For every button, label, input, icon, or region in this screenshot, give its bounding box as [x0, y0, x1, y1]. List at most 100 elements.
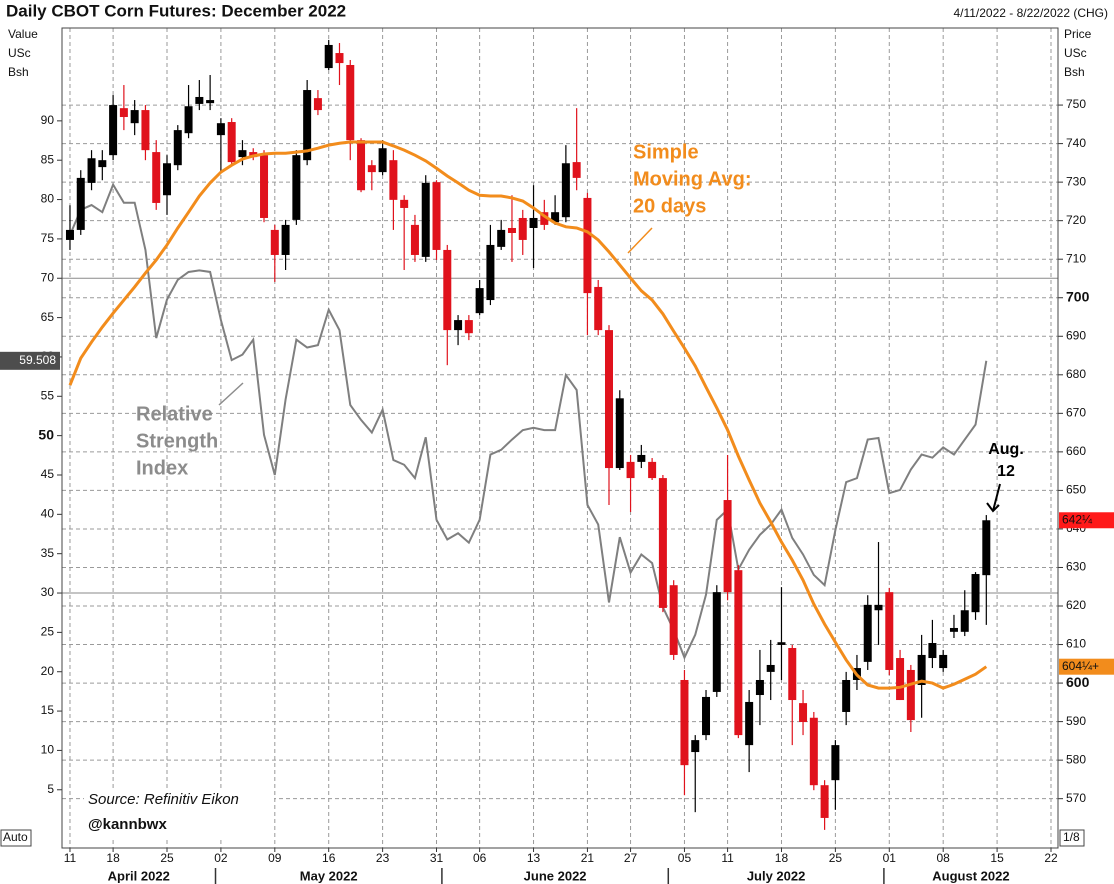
- corner-box: [1059, 829, 1085, 847]
- annotation: Aug.: [988, 441, 1024, 458]
- x-tick-label: 18: [775, 851, 789, 865]
- y2-tick-label: 700: [1066, 288, 1090, 304]
- annotation: 12: [997, 463, 1015, 480]
- month-label: April 2022: [108, 868, 170, 883]
- candle-body: [507, 227, 516, 233]
- y2-tick-label: 740: [1066, 136, 1086, 150]
- candle-body: [971, 574, 980, 613]
- candle-body: [831, 745, 840, 781]
- candle-body: [939, 654, 948, 669]
- candle-body: [475, 288, 484, 314]
- candle-body: [497, 229, 506, 247]
- y-tick-label: 40: [41, 507, 55, 521]
- candle-body: [292, 155, 301, 220]
- y2-tick-label: 670: [1066, 406, 1086, 420]
- x-tick-label: 11: [64, 851, 77, 865]
- annotation: Moving Avg:: [633, 168, 752, 190]
- candle-body: [669, 585, 678, 655]
- candle-body: [184, 106, 193, 134]
- candle-body: [195, 96, 204, 104]
- y-tick-label: 30: [41, 585, 55, 599]
- candle-body: [464, 320, 473, 334]
- corner-label: 1/8: [1063, 830, 1080, 844]
- candle-body: [982, 520, 991, 576]
- candle-body: [863, 604, 872, 662]
- price-marker: [1059, 658, 1114, 675]
- candle-body: [410, 224, 419, 255]
- candle-body: [270, 229, 279, 255]
- month-label: July 2022: [747, 868, 806, 883]
- candle-body: [303, 90, 312, 161]
- y-tick-label: 10: [41, 743, 55, 757]
- x-tick-label: 21: [581, 851, 595, 865]
- x-tick-label: 22: [1044, 851, 1058, 865]
- y-tick-label: 55: [41, 388, 55, 402]
- candle-body: [637, 454, 646, 462]
- y-tick-label: 15: [41, 703, 55, 717]
- x-tick-label: 15: [990, 851, 1004, 865]
- candle-body: [906, 669, 915, 721]
- candle-body: [723, 500, 732, 593]
- candle-body: [141, 110, 150, 151]
- y2-axis-label: Price: [1064, 27, 1092, 41]
- candle-body: [432, 182, 441, 250]
- y2-tick-label: 690: [1066, 328, 1086, 342]
- plot-area: [62, 28, 1058, 848]
- x-tick-label: 09: [268, 851, 282, 865]
- candle-body: [313, 98, 322, 111]
- candle-body: [529, 217, 538, 228]
- candle-body: [928, 643, 937, 659]
- candle-body: [400, 199, 409, 208]
- y2-axis-label: Bsh: [1064, 65, 1085, 79]
- y2-tick-label: 580: [1066, 752, 1086, 766]
- source-box: [84, 788, 274, 838]
- candle-body: [561, 163, 570, 218]
- candle-body: [357, 140, 366, 191]
- y2-tick-label: 590: [1066, 714, 1086, 728]
- chart-title: Daily CBOT Corn Futures: December 2022: [6, 1, 346, 20]
- candle-body: [238, 150, 247, 158]
- candle-body: [658, 478, 667, 608]
- candle-body: [917, 654, 926, 686]
- rsi-marker: [0, 351, 60, 370]
- y2-tick-label: 620: [1066, 598, 1086, 612]
- y2-axis-label: USc: [1064, 46, 1087, 60]
- candle-body: [809, 717, 818, 786]
- chart-subtitle: 4/11/2022 - 8/22/2022 (CHG): [953, 6, 1108, 20]
- y-tick-label: 35: [41, 546, 55, 560]
- annotation-arrow: [992, 483, 1001, 512]
- candle-body: [874, 604, 883, 611]
- candle-body: [788, 648, 797, 701]
- candle-body: [173, 130, 182, 166]
- annotation: Strength: [136, 430, 218, 452]
- candle-body: [626, 461, 635, 479]
- candle-body: [594, 286, 603, 331]
- candle-body: [324, 44, 333, 69]
- y2-tick-label: 710: [1066, 251, 1086, 265]
- candle-body: [421, 182, 430, 257]
- candle-body: [227, 122, 236, 163]
- x-tick-label: 01: [883, 851, 897, 865]
- y-tick-label: 70: [41, 270, 55, 284]
- x-tick-label: 31: [430, 851, 444, 865]
- x-tick-label: 25: [160, 851, 174, 865]
- candle-body: [454, 320, 463, 331]
- candle-body: [76, 177, 85, 230]
- y2-tick-label: 730: [1066, 174, 1086, 188]
- candle-body: [130, 110, 139, 124]
- candle-body: [734, 570, 743, 736]
- candle-body: [702, 696, 711, 736]
- candle-body: [777, 642, 786, 645]
- source: Source: Refinitiv Eikon: [88, 791, 239, 808]
- y2-tick-label: 750: [1066, 97, 1086, 111]
- month-label: August 2022: [932, 868, 1009, 883]
- candle-body: [152, 152, 161, 203]
- candle-body: [119, 108, 128, 118]
- y-axis-label: Value: [8, 27, 38, 41]
- candle-body: [745, 701, 754, 746]
- candle-body: [335, 53, 344, 64]
- x-tick-label: 06: [473, 851, 487, 865]
- x-tick-label: 27: [624, 851, 638, 865]
- candle-body: [896, 658, 905, 701]
- annotation: Index: [136, 457, 188, 479]
